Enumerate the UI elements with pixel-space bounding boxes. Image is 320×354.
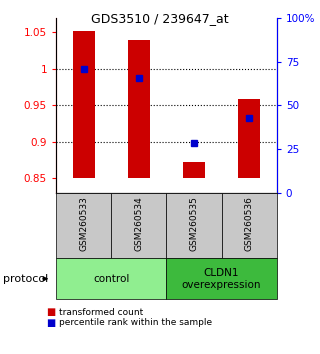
Bar [128, 40, 150, 178]
Text: transformed count: transformed count [59, 308, 143, 317]
Text: CLDN1
overexpression: CLDN1 overexpression [182, 268, 261, 290]
Text: control: control [93, 274, 129, 284]
Text: GDS3510 / 239647_at: GDS3510 / 239647_at [91, 12, 229, 25]
Text: GSM260534: GSM260534 [134, 196, 143, 251]
Text: protocol: protocol [3, 274, 48, 284]
Text: GSM260535: GSM260535 [189, 196, 198, 251]
Text: GSM260536: GSM260536 [245, 196, 254, 251]
Text: GSM260533: GSM260533 [79, 196, 88, 251]
Bar [73, 31, 95, 178]
Bar [238, 99, 260, 178]
Text: percentile rank within the sample: percentile rank within the sample [59, 318, 212, 327]
Text: ■: ■ [46, 307, 56, 317]
Bar [183, 161, 205, 178]
Text: ■: ■ [46, 318, 56, 328]
